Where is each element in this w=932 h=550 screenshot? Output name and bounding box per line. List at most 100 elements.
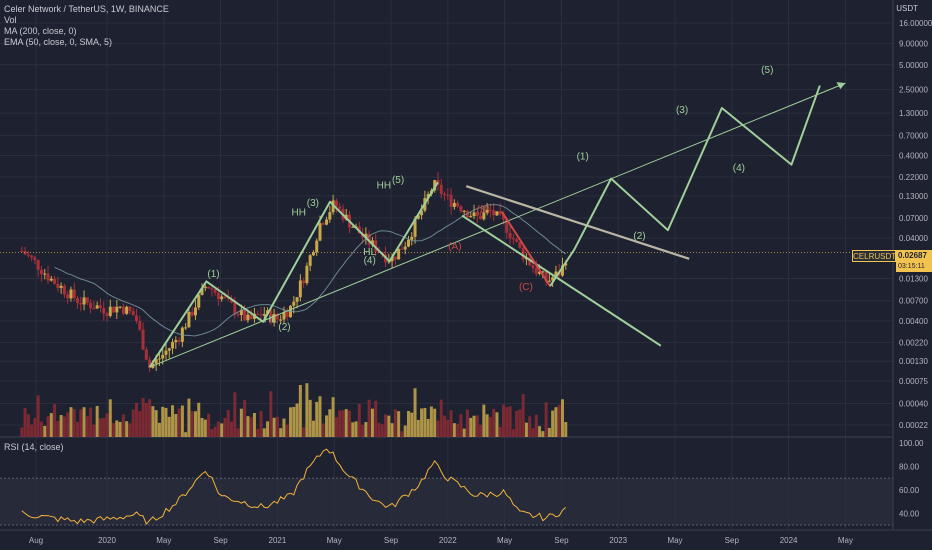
- rsi-tick-label: 40.00: [899, 509, 920, 518]
- volume-bar: [197, 402, 201, 437]
- candle-body: [449, 194, 453, 207]
- price-axis-unit: USDT: [896, 4, 918, 13]
- volume-bar: [98, 418, 102, 437]
- candle-body: [236, 314, 240, 316]
- candle-body: [479, 215, 483, 220]
- price-tick-label: 5.00000: [899, 61, 928, 70]
- candle-body: [164, 350, 168, 355]
- candle-body: [367, 233, 371, 245]
- price-tick-label: 0.00130: [899, 357, 928, 366]
- candle-body: [508, 232, 512, 239]
- volume-bar: [59, 415, 63, 437]
- volume-bar: [252, 413, 256, 437]
- candle-body: [420, 210, 424, 216]
- candle-body: [498, 211, 502, 215]
- candle-body: [203, 286, 207, 289]
- volume-bar: [118, 421, 122, 437]
- volume-bar: [485, 414, 489, 437]
- price-tick-label: 0.00700: [899, 297, 928, 306]
- candle-body: [220, 296, 224, 300]
- candle-body: [85, 297, 89, 303]
- candle-body: [462, 210, 466, 212]
- wave-label: (B): [477, 204, 490, 215]
- volume-bar: [233, 392, 237, 437]
- candle-body: [30, 255, 34, 258]
- candle-body: [475, 212, 479, 216]
- price-tick-label: 0.22000: [899, 173, 928, 182]
- candle-body: [334, 200, 338, 207]
- volume-bar: [36, 395, 40, 437]
- volume-bar: [134, 402, 138, 437]
- elliott-wave-drawings: [148, 82, 846, 368]
- volume-bar: [230, 421, 234, 437]
- time-tick-label: Sep: [213, 536, 228, 545]
- volume-bar: [144, 402, 148, 437]
- candle-body: [23, 251, 27, 255]
- candle-body: [161, 354, 165, 359]
- candle-body: [469, 216, 473, 218]
- candle-body: [485, 210, 489, 213]
- wave-label: (A): [448, 242, 461, 253]
- candle-body: [397, 248, 401, 260]
- legend-vol: Vol: [4, 15, 17, 25]
- candle-body: [102, 307, 106, 314]
- volume-bar: [285, 424, 289, 437]
- volume-bar: [115, 420, 119, 437]
- volume-bar: [82, 407, 86, 437]
- volume-bar: [469, 417, 473, 437]
- candle-body: [439, 184, 443, 194]
- wave-label: HH: [291, 208, 305, 219]
- candle-body: [141, 329, 145, 350]
- candle-body: [154, 359, 158, 364]
- volume-bar: [246, 416, 250, 437]
- candle-body: [105, 313, 109, 316]
- candle-body: [108, 306, 112, 316]
- volume-bar: [207, 413, 211, 437]
- volume-bar: [161, 406, 165, 437]
- volume-bar: [495, 412, 499, 437]
- volume-bar: [33, 417, 37, 437]
- volume-bar: [344, 409, 348, 437]
- candle-body: [95, 305, 99, 309]
- volume-bar: [184, 432, 188, 437]
- volume-bar: [30, 424, 34, 437]
- volume-bar: [105, 413, 109, 437]
- candle-body: [538, 271, 542, 274]
- volume-bar: [538, 426, 542, 437]
- candle-body: [49, 278, 53, 281]
- candle-body: [521, 247, 525, 260]
- volume-bar: [308, 399, 312, 437]
- volume-bar: [292, 406, 296, 437]
- candle-body: [308, 255, 312, 266]
- candle-body: [302, 280, 306, 284]
- volume-bar: [380, 424, 384, 437]
- candle-body: [410, 236, 414, 240]
- volume-bar: [420, 408, 424, 437]
- candle-body: [112, 306, 116, 313]
- candle-body: [125, 306, 129, 314]
- candle-body: [459, 206, 463, 212]
- candle-body: [72, 289, 76, 299]
- volume-bar: [426, 418, 430, 437]
- time-tick-label: 2020: [98, 536, 116, 545]
- descending-resistance: [465, 185, 690, 260]
- volume-bar: [79, 409, 83, 437]
- wave-label: (3): [307, 198, 319, 209]
- candle-body: [98, 305, 102, 308]
- rsi-tick-label: 100.00: [899, 439, 924, 448]
- candle-body: [200, 288, 204, 295]
- volume-bar: [272, 417, 276, 437]
- volume-bar: [279, 428, 283, 437]
- volume-bar: [213, 426, 217, 437]
- candle-body: [76, 298, 80, 303]
- volume-bar: [443, 415, 447, 437]
- time-tick-label: May: [156, 536, 171, 545]
- candle-body: [406, 239, 410, 247]
- volume-bar: [311, 420, 315, 437]
- volume-bar: [511, 429, 515, 437]
- candle-body: [36, 260, 40, 270]
- volume-bar: [403, 425, 407, 437]
- volume-bar: [138, 411, 142, 437]
- candle-body: [364, 233, 368, 238]
